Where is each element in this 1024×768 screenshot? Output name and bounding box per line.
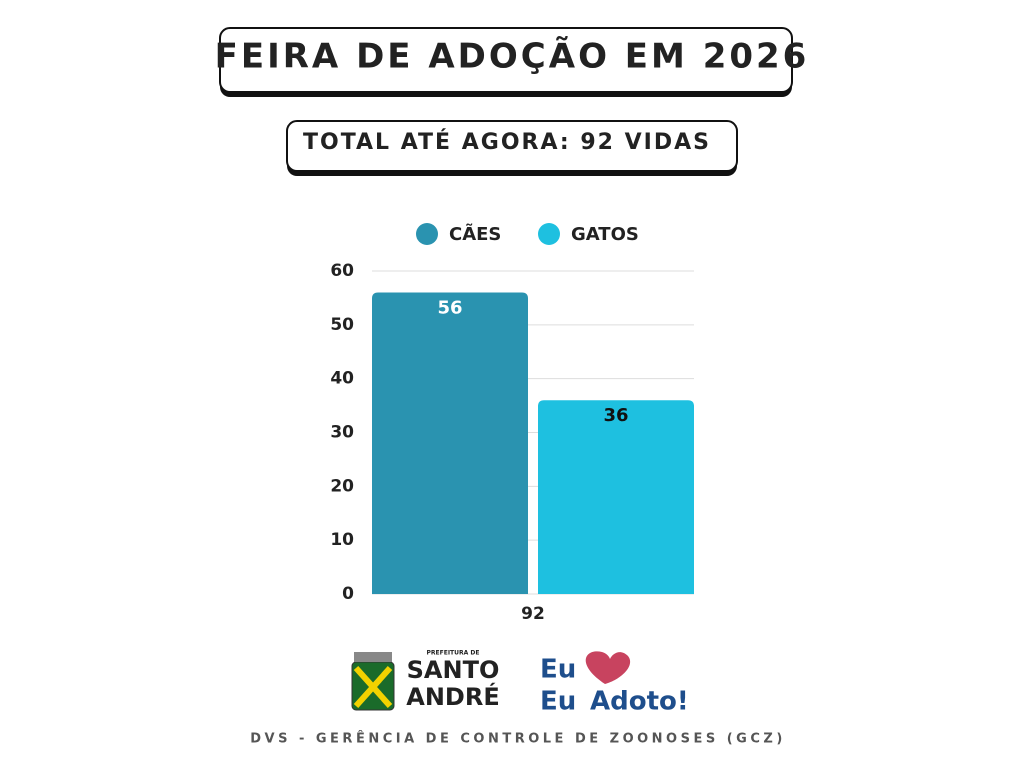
- legend-swatch: [538, 223, 560, 245]
- title-box: [219, 27, 793, 93]
- city-logo: PREFEITURA DE SANTO ANDRÉ: [351, 650, 500, 711]
- chart-subtitle: TOTAL ATÉ AGORA: 92 VIDAS: [303, 129, 711, 155]
- data-label: 56: [437, 298, 462, 319]
- city-crown: [354, 652, 392, 662]
- campaign-text: Eu: [540, 687, 576, 717]
- chart-title: FEIRA DE ADOÇÃO EM 2026: [215, 36, 810, 77]
- campaign-text: Adoto!: [590, 687, 689, 717]
- legend-label: CÃES: [449, 222, 501, 245]
- legend-swatch: [416, 223, 438, 245]
- y-tick-label: 40: [330, 369, 354, 389]
- city-cross: [353, 665, 393, 709]
- campaign-logo: Eu Eu Adoto!: [540, 651, 689, 717]
- bar: [372, 292, 528, 594]
- y-tick-label: 50: [330, 315, 354, 335]
- y-tick-label: 20: [330, 476, 354, 496]
- city-name: SANTO: [407, 656, 500, 684]
- x-tick-label: 92: [521, 604, 545, 624]
- y-tick-label: 60: [330, 261, 354, 281]
- campaign-text: Eu: [540, 655, 576, 685]
- data-label: 36: [603, 405, 628, 426]
- y-tick-label: 30: [330, 423, 354, 443]
- y-tick-label: 0: [342, 584, 354, 604]
- heart-icon: [585, 651, 631, 684]
- city-prefix: PREFEITURA DE: [427, 650, 480, 657]
- legend-label: GATOS: [571, 224, 639, 245]
- city-name: ANDRÉ: [406, 682, 499, 711]
- footer: DVS - GERÊNCIA DE CONTROLE DE ZOONOSES (…: [250, 731, 786, 747]
- y-tick-label: 10: [330, 530, 354, 550]
- bar: [538, 400, 694, 594]
- plot: 0 10 20 30 40 50 60 CÃES GATOS 92 56 36: [330, 222, 694, 624]
- subtitle-box: [286, 120, 738, 172]
